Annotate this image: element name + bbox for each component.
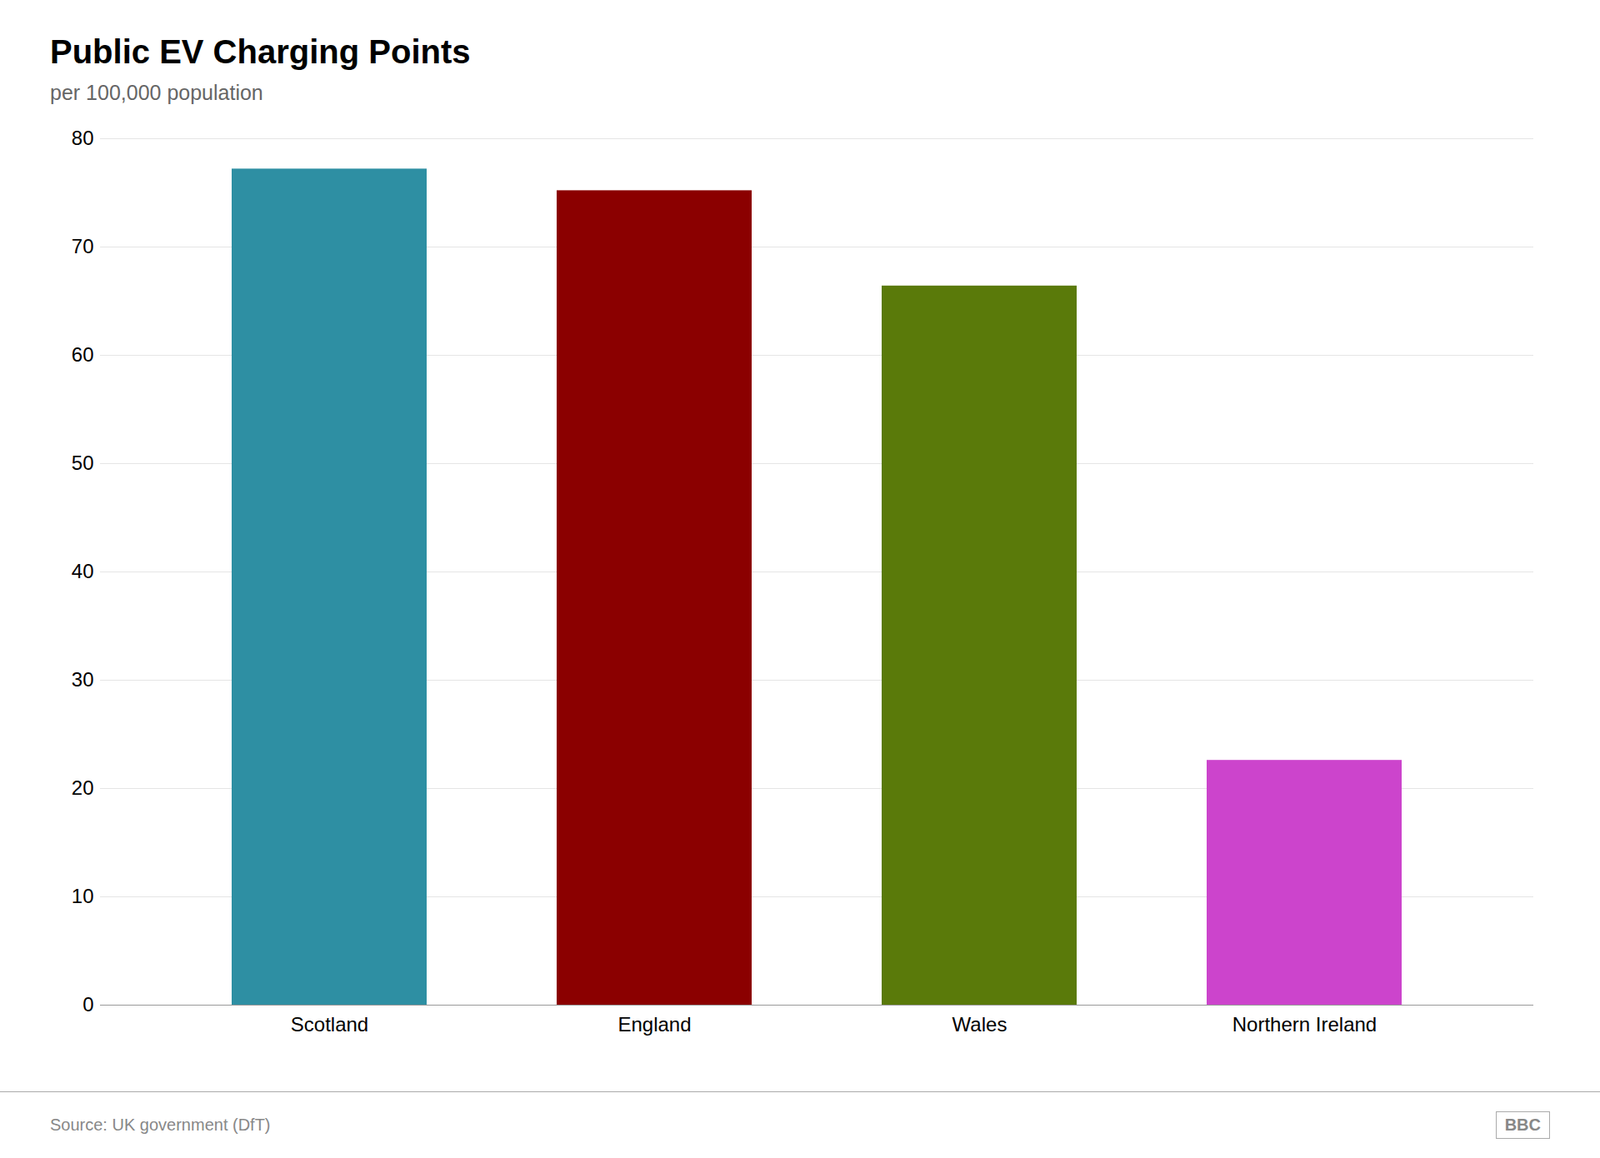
svg-text:10: 10	[71, 885, 95, 908]
svg-text:England: England	[617, 1013, 691, 1036]
svg-text:30: 30	[71, 668, 95, 691]
svg-text:Northern Ireland: Northern Ireland	[1232, 1013, 1377, 1036]
svg-text:0: 0	[82, 993, 94, 1016]
svg-text:20: 20	[71, 776, 95, 800]
svg-text:70: 70	[71, 235, 95, 258]
svg-text:60: 60	[71, 343, 95, 366]
html-text:per 100,000 population: per 100,000 population	[50, 80, 264, 105]
html-text:Source: UK government (DfT): Source: UK government (DfT)	[50, 1115, 271, 1135]
html-text:Public EV Charging Points: Public EV Charging Points	[50, 33, 471, 70]
html-text:BBC: BBC	[1504, 1115, 1541, 1135]
svg-text:50: 50	[71, 451, 95, 475]
svg-text:Scotland: Scotland	[290, 1013, 369, 1036]
svg-text:40: 40	[71, 560, 95, 583]
svg-text:Wales: Wales	[952, 1013, 1008, 1036]
svg-text:80: 80	[71, 126, 95, 150]
